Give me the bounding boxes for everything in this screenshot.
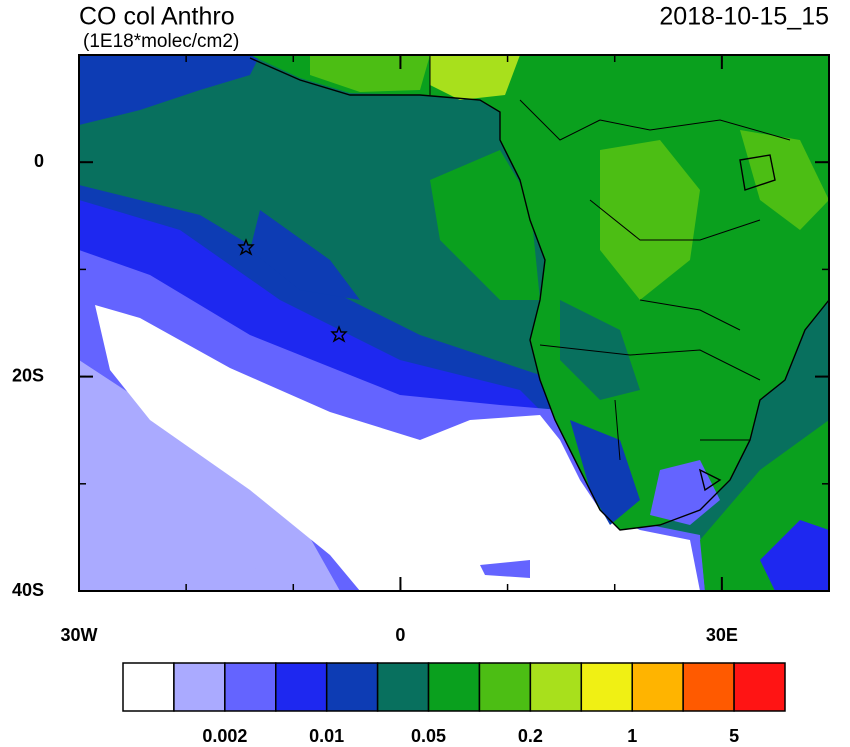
colorbar-box bbox=[122, 662, 175, 712]
lat-tick-label: 40S bbox=[12, 580, 44, 600]
colorbar-box bbox=[580, 662, 633, 712]
field-region bbox=[570, 420, 640, 525]
colorbar-label: 5 bbox=[729, 726, 739, 746]
field-region bbox=[600, 140, 700, 300]
units: (1E18*molec/cm2) bbox=[83, 31, 239, 52]
colorbar-box bbox=[631, 662, 684, 712]
colorbar-label: 0.2 bbox=[518, 726, 543, 746]
field-region bbox=[79, 55, 260, 125]
colorbar-box bbox=[275, 662, 328, 712]
island-marker bbox=[330, 325, 348, 343]
lon-tick-label: 30E bbox=[706, 625, 738, 645]
field-region bbox=[650, 460, 720, 525]
colorbar-label: 1 bbox=[627, 726, 637, 746]
colorbar-box bbox=[478, 662, 532, 712]
field-region bbox=[430, 150, 540, 300]
lat-tick-label: 0 bbox=[34, 151, 44, 171]
lat-tick-label: 20S bbox=[12, 365, 44, 385]
colorbar-box bbox=[376, 662, 430, 712]
colorbar-box bbox=[325, 662, 379, 712]
lon-tick-label: 0 bbox=[395, 625, 405, 645]
colorbar-box bbox=[682, 662, 735, 712]
field-region bbox=[480, 560, 530, 578]
field-region bbox=[740, 130, 829, 230]
colorbar-box bbox=[173, 662, 226, 712]
field-region bbox=[79, 420, 300, 591]
colorbar-label: 0.01 bbox=[309, 726, 344, 746]
lon-tick-label: 30W bbox=[60, 625, 97, 645]
colorbar-label: 0.05 bbox=[411, 726, 446, 746]
field-region bbox=[760, 520, 829, 591]
colorbar-box bbox=[427, 662, 481, 712]
island-marker bbox=[237, 238, 255, 256]
country-border bbox=[429, 55, 791, 461]
lake bbox=[698, 154, 776, 492]
field-region bbox=[430, 55, 520, 100]
colorbar-box bbox=[733, 662, 786, 712]
colorbar-box bbox=[224, 662, 277, 712]
field-region bbox=[250, 210, 360, 300]
map-frame bbox=[78, 54, 830, 592]
title: CO col Anthro bbox=[79, 3, 235, 31]
field-region bbox=[560, 300, 640, 400]
field-region bbox=[95, 305, 700, 591]
field-region bbox=[79, 200, 545, 425]
colorbar-label: 0.002 bbox=[202, 726, 247, 746]
field-region bbox=[79, 360, 340, 591]
field bbox=[79, 55, 829, 591]
timestamp: 2018-10-15_15 bbox=[659, 3, 829, 31]
colorbar-box bbox=[529, 662, 583, 712]
